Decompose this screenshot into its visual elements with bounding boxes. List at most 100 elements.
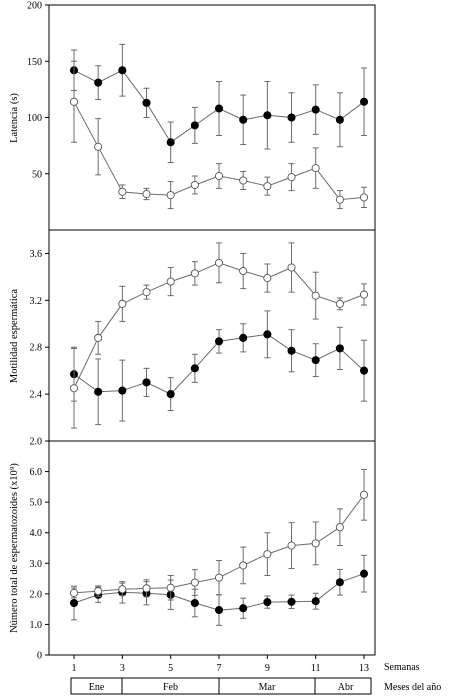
data-point (118, 585, 127, 594)
data-point (239, 176, 248, 185)
panel-3-ytick-label: 4.0 (30, 528, 43, 539)
data-point (263, 182, 272, 191)
panel-2-ytick-label: 2.0 (30, 437, 43, 448)
panel-1-series-open (69, 60, 369, 210)
data-point (239, 266, 248, 276)
data-point (94, 78, 103, 87)
panel-1-ytick-label: 50 (32, 169, 42, 180)
data-point (359, 193, 369, 202)
panel-1-series-filled (69, 43, 369, 163)
data-point (263, 550, 272, 559)
panel-3-ytick-label: 6.0 (30, 467, 43, 478)
data-point (359, 569, 369, 578)
data-point (287, 113, 296, 122)
data-point (239, 115, 248, 124)
month-label-abr: Abr (338, 682, 354, 693)
data-point (69, 97, 79, 106)
data-point (94, 333, 103, 342)
data-point (335, 523, 344, 532)
data-point (287, 541, 296, 550)
data-point (359, 490, 369, 499)
panel-3-series-open (69, 468, 369, 601)
data-point (142, 378, 151, 387)
data-point (69, 384, 79, 393)
data-point (263, 274, 272, 283)
month-label-ene: Ene (89, 682, 105, 693)
data-point (239, 561, 248, 570)
data-point (118, 187, 127, 196)
panel-3-ytick-label: 5.0 (30, 498, 43, 509)
data-point (239, 333, 248, 342)
x-tick-label: 3 (120, 663, 125, 674)
panel-1-ytick-label: 200 (27, 1, 42, 12)
data-point (118, 299, 127, 308)
panel-2-ylabel: Motilidad espermática (9, 289, 20, 384)
data-point (239, 604, 248, 613)
data-point (311, 539, 320, 548)
data-point (214, 171, 224, 181)
data-point (335, 299, 344, 308)
data-point (190, 180, 199, 190)
data-point (214, 258, 224, 267)
months-bar: Ene Feb Mar Abr (70, 677, 372, 695)
data-point (311, 291, 320, 300)
data-point (190, 364, 199, 373)
data-point (190, 269, 199, 278)
data-point (335, 195, 344, 204)
panel-1: 50 100 150 200 (27, 1, 369, 210)
panel-2-ytick-label: 3.2 (30, 296, 43, 307)
data-point (311, 597, 320, 606)
data-point (142, 189, 151, 199)
data-point (214, 573, 224, 582)
data-point (359, 290, 369, 299)
data-point (166, 138, 175, 147)
panel-2-series-filled (69, 310, 369, 426)
data-point (311, 164, 320, 173)
data-point (287, 173, 296, 182)
data-point (359, 366, 369, 375)
data-point (118, 66, 127, 75)
data-point (335, 344, 344, 353)
x-tick-label: 13 (359, 663, 369, 674)
panel-3: 0 1.0 2.0 3.0 4.0 5.0 6.0 (30, 467, 369, 662)
month-label-feb: Feb (163, 682, 178, 693)
x-tick-label: 7 (217, 663, 222, 674)
months-label: Meses del año (384, 682, 441, 693)
data-point (263, 598, 272, 607)
data-point (335, 578, 344, 587)
data-point (94, 587, 103, 596)
months-frame (70, 677, 372, 695)
panel-2-ytick-label: 3.6 (30, 249, 43, 260)
data-point (190, 598, 199, 608)
data-point (166, 277, 175, 286)
data-point (142, 288, 151, 297)
x-tick-label: 5 (168, 663, 173, 674)
data-point (287, 597, 296, 606)
data-point (287, 263, 296, 272)
data-point (214, 104, 224, 113)
data-point (166, 191, 175, 200)
panel-2-ytick-label: 2.4 (30, 390, 43, 401)
panel-2: 2.0 2.4 2.8 3.2 3.6 (30, 242, 369, 448)
panel-1-ylabel: Latencia (s) (9, 93, 20, 143)
data-point (190, 121, 199, 130)
data-point (287, 346, 296, 355)
month-label-mar: Mar (259, 682, 276, 693)
panel-3-ytick-label: 3.0 (30, 559, 43, 570)
plot-frame (48, 4, 376, 656)
data-point (335, 115, 344, 124)
data-point (263, 330, 272, 339)
data-point (69, 598, 79, 608)
data-point (214, 337, 224, 346)
panel-1-ytick-label: 100 (27, 113, 42, 124)
data-point (166, 583, 175, 592)
panel-1-ytick-label: 150 (27, 57, 42, 68)
data-point (311, 105, 320, 114)
data-point (311, 356, 320, 365)
panel-3-ytick-label: 1.0 (30, 620, 43, 631)
data-point (69, 588, 79, 597)
panel-3-ytick-label: 0 (37, 651, 42, 662)
x-tick-label: 1 (72, 663, 77, 674)
data-point (263, 111, 272, 120)
